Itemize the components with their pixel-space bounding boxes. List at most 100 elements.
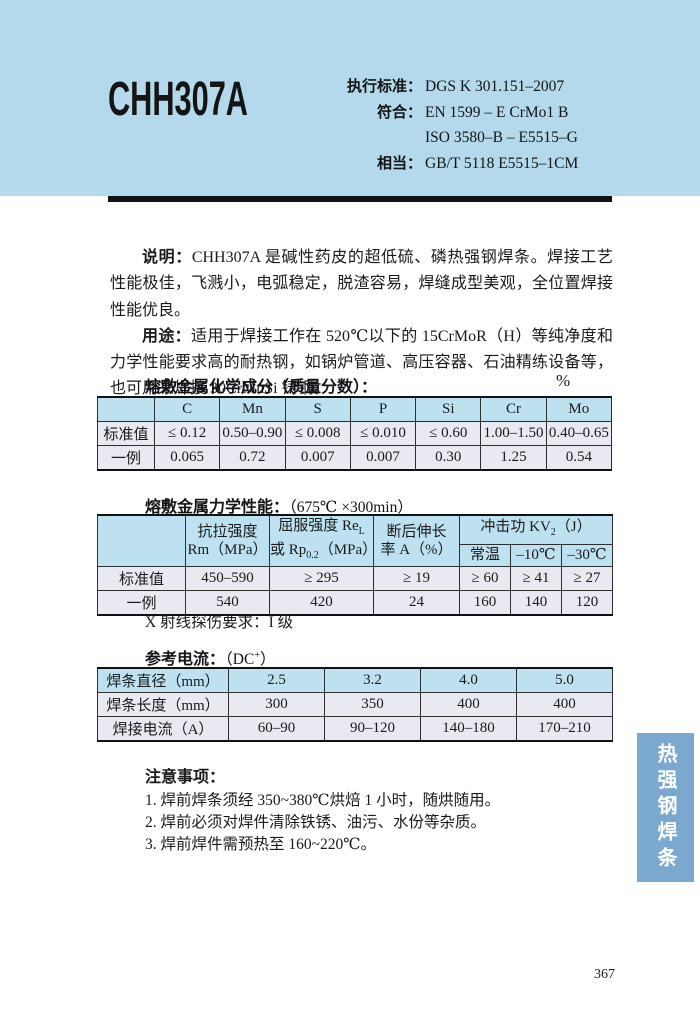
standard-equiv-value: GB/T 5118 E5515–1CM [425, 154, 579, 172]
mech-standard-elongation: ≥ 19 [373, 566, 460, 591]
mech-yield-line2b: （MPa） [318, 542, 374, 558]
chem-header-si: Si [415, 396, 482, 422]
product-code-title: CHH307A [108, 73, 248, 126]
chem-standard-mo: 0.40–0.65 [545, 420, 613, 446]
mech-header-corner [97, 514, 186, 567]
standard-comply-value-2: ISO 3580–B – E5515–G [425, 129, 578, 146]
mech-standard-impact-30: ≥ 27 [561, 566, 613, 591]
mech-standard-tensile: 450–590 [185, 566, 270, 591]
chem-standard-c: ≤ 0.12 [153, 420, 221, 446]
mechanical-table-title: 熔敷金属力学性能：（675℃ ×300min） [145, 493, 413, 517]
chem-header-mn: Mn [219, 396, 286, 422]
note-item-1: 1. 焊前焊条须经 350~380℃烘焙 1 小时，随烘随用。 [145, 792, 501, 809]
standard-row-comply: 符合： EN 1599 – E CrMo1 B [320, 100, 610, 126]
current-amperage-label: 焊接电流（A） [97, 716, 229, 742]
mech-example-elongation: 24 [373, 590, 460, 616]
mech-header-minus30: –30℃ [561, 543, 613, 568]
chem-header-c: C [153, 396, 221, 422]
chem-example-cr: 1.25 [480, 444, 547, 470]
chem-example-c: 0.065 [153, 444, 221, 470]
current-diameter-label: 焊条直径（mm） [97, 667, 229, 693]
header-divider-bar [108, 196, 612, 202]
chem-header-p: P [349, 396, 417, 422]
chem-header-s: S [284, 396, 351, 422]
notes-title: 注意事项： [145, 769, 226, 786]
mechanical-title-condition: （675℃ ×300min） [289, 499, 413, 516]
category-side-tab: 热强钢焊条 [637, 733, 694, 882]
mech-standard-yield: ≥ 295 [269, 566, 374, 591]
mech-elong-line2: 率 A（%） [380, 542, 453, 558]
mech-example-impact-30: 120 [561, 590, 613, 616]
standards-block: 执行标准： DGS K 301.151–2007 符合： EN 1599 – E… [320, 74, 610, 176]
mech-header-minus10: –10℃ [510, 543, 562, 568]
current-amperage-2: 90–120 [324, 716, 421, 742]
note-item-3: 3. 焊前焊件需预热至 160~220℃。 [145, 836, 377, 853]
standard-exec-label: 执行标准： [346, 78, 422, 95]
current-length-3: 400 [420, 692, 517, 717]
chem-header-mo: Mo [545, 396, 613, 422]
mech-example-impact-10: 140 [510, 590, 562, 616]
standard-row-exec: 执行标准： DGS K 301.151–2007 [320, 74, 610, 100]
mech-example-row: 一例 540 420 24 160 140 120 [97, 590, 613, 616]
chem-standard-p: ≤ 0.010 [349, 420, 417, 446]
mech-standard-impact-room: ≥ 60 [459, 566, 511, 591]
mech-example-label: 一例 [97, 590, 186, 616]
current-diameter-3: 4.0 [420, 667, 517, 693]
current-amperage-4: 170–210 [516, 716, 613, 742]
current-cond-close: ） [259, 651, 276, 668]
current-cond-sup: + [254, 649, 260, 661]
notes-block: 注意事项： 1. 焊前焊条须经 350~380℃烘焙 1 小时，随烘随用。 2.… [145, 763, 575, 856]
mech-tensile-line1: 抗拉强度 [197, 524, 258, 540]
chem-example-mn: 0.72 [219, 444, 286, 470]
chem-standard-cr: 1.00–1.50 [480, 420, 547, 446]
current-amperage-1: 60–90 [228, 716, 325, 742]
mech-header-tensile: 抗拉强度 Rm（MPa） [185, 514, 270, 567]
mech-header-row-1: 抗拉强度 Rm（MPa） 屈服强度 ReL 或 Rp0.2（MPa） 断后伸长率 A… [97, 514, 613, 567]
mech-impact-unit: （J） [555, 518, 592, 535]
page-number: 367 [594, 967, 615, 982]
current-length-1: 300 [228, 692, 325, 717]
usage-label: 用途： [142, 327, 191, 345]
usage-text: 适用于焊接工作在 520℃以下的 15CrMoR（H）等纯净度和力学性能要求高的… [110, 327, 613, 398]
chem-example-mo: 0.54 [545, 444, 613, 470]
mech-standard-impact-10: ≥ 41 [510, 566, 562, 591]
current-diameter-row: 焊条直径（mm） 2.5 3.2 4.0 5.0 [97, 667, 613, 693]
mech-example-yield: 420 [269, 590, 374, 616]
current-title-condition: （DC+） [225, 649, 276, 668]
mech-header-elongation: 断后伸长率 A（%） [373, 514, 460, 567]
mech-yield-line2a: 或 Rp [270, 542, 307, 558]
standard-comply-label: 符合： [376, 103, 422, 121]
chem-header-cr: Cr [480, 396, 547, 422]
mech-example-impact-room: 160 [459, 590, 511, 616]
chemical-unit-label: % [556, 371, 571, 390]
mech-standard-label: 标准值 [97, 566, 186, 591]
description-text: CHH307A 是碱性药皮的超低硫、磷热强钢焊条。焊接工艺性能极佳，飞溅小，电弧… [110, 249, 613, 319]
reference-current-table: 焊条直径（mm） 2.5 3.2 4.0 5.0 焊条长度（mm） 300 35… [97, 667, 613, 742]
note-item-2: 2. 焊前必须对焊件清除铁锈、油污、水份等杂质。 [145, 814, 487, 831]
chemical-composition-table: C Mn S P Si Cr Mo 标准值 ≤ 0.12 0.50–0.90 ≤… [97, 396, 613, 471]
description-block: 说明：CHH307A 是碱性药皮的超低硫、磷热强钢焊条。焊接工艺性能极佳，飞溅小… [110, 245, 613, 403]
current-amperage-3: 140–180 [420, 716, 517, 742]
chem-standard-row: 标准值 ≤ 0.12 0.50–0.90 ≤ 0.008 ≤ 0.010 ≤ 0… [97, 420, 613, 446]
mech-impact-text: 冲击功 KV [480, 518, 551, 535]
header-banner [0, 0, 700, 196]
mechanical-title-text: 熔敷金属力学性能： [145, 499, 290, 516]
chem-example-s: 0.007 [284, 444, 351, 470]
mech-header-impact: 冲击功 KV2（J） [459, 514, 613, 545]
current-diameter-2: 3.2 [324, 667, 421, 693]
standard-comply-label-blank [320, 125, 422, 151]
mech-header-row-2: 常温 –10℃ –30℃ [98, 543, 613, 568]
standard-equiv-label: 相当： [376, 154, 422, 172]
chem-standard-si: ≤ 0.60 [415, 420, 482, 446]
xray-requirement-note: X 射线探伤要求：I 级 [145, 614, 294, 631]
standard-row-comply-2: ISO 3580–B – E5515–G [320, 125, 610, 151]
current-length-row: 焊条长度（mm） 300 350 400 400 [97, 692, 613, 717]
mech-example-tensile: 540 [185, 590, 270, 616]
current-diameter-4: 5.0 [516, 667, 613, 693]
current-amperage-row: 焊接电流（A） 60–90 90–120 140–180 170–210 [97, 716, 613, 742]
mech-impact-sub: 2 [550, 526, 556, 538]
chem-example-si: 0.30 [415, 444, 482, 470]
mech-yield-sub1: L [358, 526, 365, 537]
mech-yield-sub2: 0.2 [306, 550, 319, 561]
current-cond-open: （DC [225, 651, 255, 668]
